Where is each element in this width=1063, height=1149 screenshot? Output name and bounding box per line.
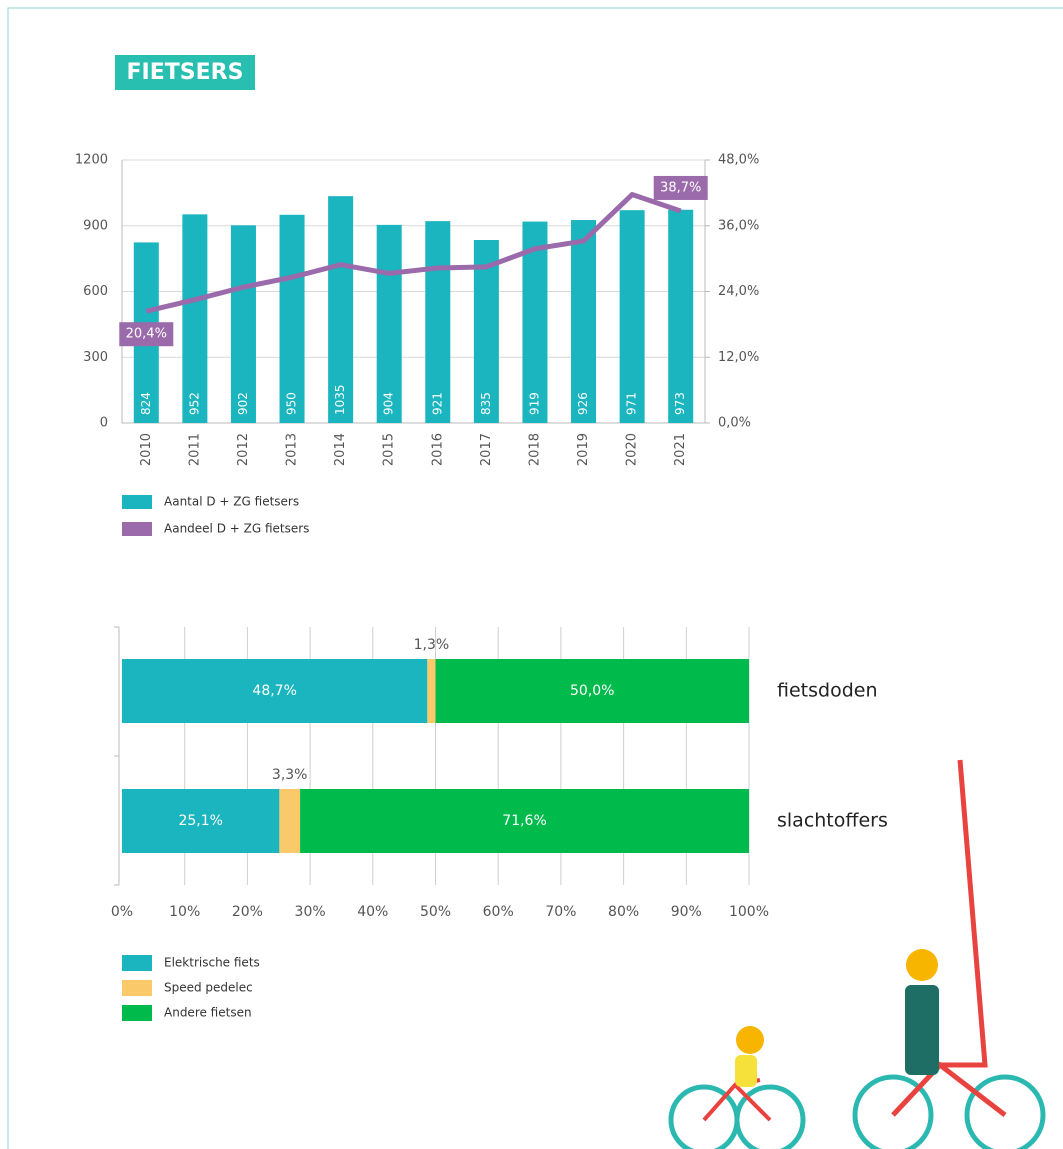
x-tick-label: 0% (111, 904, 133, 920)
bar-value-label: 1035 (333, 384, 347, 415)
y-tick-label: 600 (83, 284, 108, 299)
x-tick-label: 2017 (479, 433, 494, 466)
bar-segment (427, 659, 435, 723)
y-tick-label: 1200 (75, 153, 108, 168)
line-value-label: 38,7% (660, 180, 701, 195)
bar (620, 210, 645, 423)
helmet (906, 949, 938, 981)
y-tick-label: 300 (83, 350, 108, 365)
rider (905, 985, 939, 1075)
x-tick-label: 2016 (430, 433, 445, 466)
legend-swatch (122, 522, 152, 536)
legend-label: Aantal D + ZG fietsers (164, 495, 299, 509)
bar (668, 210, 693, 423)
x-tick-label: 2012 (236, 433, 251, 466)
segment-label: 25,1% (178, 813, 222, 829)
bar-value-label: 971 (625, 392, 639, 415)
legend-label: Speed pedelec (164, 981, 253, 995)
y2-tick-label: 12,0% (718, 350, 759, 365)
y2-tick-label: 36,0% (718, 218, 759, 233)
y-tick-label: 0 (100, 416, 108, 431)
bar-value-label: 952 (187, 392, 201, 415)
legend-swatch (122, 955, 152, 971)
bar-value-label: 950 (285, 392, 299, 415)
bar-value-label: 921 (430, 392, 444, 415)
x-tick-label: 90% (671, 904, 702, 920)
bar-value-label: 835 (479, 392, 493, 415)
page-border (8, 8, 1063, 1149)
x-tick-label: 2018 (527, 433, 542, 466)
page: FIETSERS 0 300 600 900 1200 0,0% 12,0% 24,0% 36,… (0, 0, 1063, 1149)
x-tick-label: 70% (545, 904, 576, 920)
bar-value-label: 973 (673, 392, 687, 415)
x-tick-label: 40% (357, 904, 388, 920)
legend-swatch (122, 1005, 152, 1021)
bar (280, 215, 305, 423)
bar-value-label: 824 (139, 392, 153, 415)
line (146, 195, 680, 312)
line-value-label: 20,4% (126, 327, 167, 342)
segment-label: 48,7% (252, 683, 296, 699)
category-label: slachtoffers (777, 810, 888, 832)
x-tick-label: 2010 (139, 433, 154, 466)
legend-swatch (122, 980, 152, 996)
x-tick-label: 10% (169, 904, 200, 920)
legend-label: Elektrische fiets (164, 956, 260, 970)
y2-tick-label: 24,0% (718, 284, 759, 299)
y-tick-label: 900 (83, 218, 108, 233)
x-tick-label: 20% (232, 904, 263, 920)
segment-label: 71,6% (502, 813, 546, 829)
legend-label: Andere fietsen (164, 1006, 252, 1020)
category-label: fietsdoden (777, 680, 877, 702)
x-tick-label: 100% (729, 904, 769, 920)
x-tick-label: 2014 (333, 433, 348, 466)
x-tick-label: 80% (608, 904, 639, 920)
x-tick-label: 2021 (673, 433, 688, 466)
bar (182, 214, 207, 423)
bar-value-label: 926 (576, 392, 590, 415)
y2-tick-label: 48,0% (718, 153, 759, 168)
y2-tick-label: 0,0% (718, 416, 751, 431)
legend-label: Aandeel D + ZG fietsers (164, 522, 309, 536)
x-tick-label: 2019 (576, 433, 591, 466)
page-title: FIETSERS (127, 60, 244, 85)
bar-value-label: 904 (382, 392, 396, 415)
bar-value-label: 919 (527, 392, 541, 415)
segment-label: 3,3% (272, 767, 308, 783)
rider (735, 1055, 757, 1087)
x-tick-label: 50% (420, 904, 451, 920)
segment-label: 50,0% (570, 683, 614, 699)
x-tick-label: 2011 (187, 433, 202, 466)
x-tick-label: 2013 (285, 433, 300, 466)
x-tick-label: 2020 (625, 433, 640, 466)
x-tick-label: 2015 (382, 433, 397, 466)
x-tick-label: 60% (483, 904, 514, 920)
x-tick-label: 30% (295, 904, 326, 920)
bar-segment (279, 789, 300, 853)
helmet (736, 1026, 764, 1054)
bar-value-label: 902 (236, 392, 250, 415)
legend-swatch (122, 495, 152, 509)
segment-label: 1,3% (414, 637, 450, 653)
